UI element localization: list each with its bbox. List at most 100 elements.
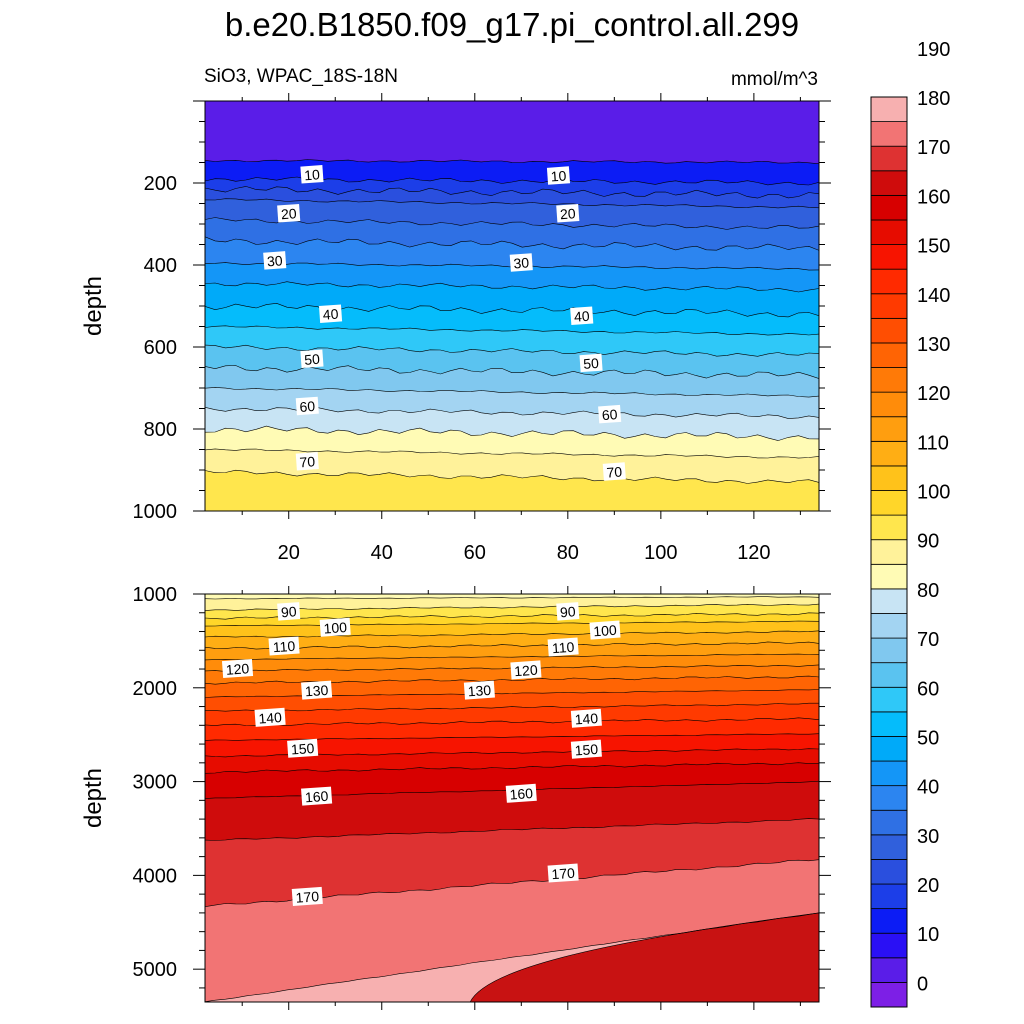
colorbar-box	[870, 96, 908, 122]
contour-label: 110	[268, 636, 300, 656]
colorbar-box	[870, 121, 908, 147]
contour-label-bg	[598, 404, 622, 424]
contour-label-bg	[602, 462, 626, 481]
colorbar-box	[870, 317, 908, 344]
colorbar-label: 150	[917, 236, 950, 258]
contour-label-bg	[300, 165, 324, 184]
contour-label-text: 90	[559, 603, 576, 620]
contour-line	[205, 159, 819, 165]
contour-label-bg	[509, 253, 533, 272]
contour-label: 160	[505, 783, 537, 803]
colorbar-label: 90	[917, 531, 939, 553]
colorbar-label: 40	[917, 777, 939, 799]
colorbar-label: 110	[917, 432, 949, 454]
contour-label-bg	[301, 680, 333, 700]
contour-label-text: 10	[550, 167, 567, 184]
colorbar-label: 60	[917, 678, 939, 700]
contour-label-bg	[505, 783, 537, 803]
colorbar-label: 0	[917, 973, 928, 995]
contour-line	[205, 630, 819, 638]
colorbar-box	[870, 932, 908, 959]
contour-label: 130	[301, 680, 333, 700]
contour-label: 110	[547, 637, 579, 657]
contour-label-text: 110	[272, 638, 296, 656]
contour-label-text: 150	[574, 741, 599, 759]
y-tick-label: 1000	[133, 584, 178, 606]
colorbar-label: 70	[917, 629, 939, 651]
contour-label-bg	[300, 349, 324, 369]
contour-line	[205, 302, 819, 318]
contour-label: 150	[287, 738, 319, 758]
contour-line	[205, 198, 819, 209]
contour-label-text: 70	[299, 453, 316, 470]
contour-label-text: 130	[467, 682, 492, 700]
contour-label-bg	[263, 251, 287, 270]
contour-label: 160	[301, 786, 333, 806]
contour-line	[205, 912, 819, 1002]
colorbar-box	[870, 711, 908, 737]
contour-label-text: 30	[513, 254, 530, 271]
colorbar-box	[870, 514, 908, 541]
contour-label: 60	[598, 404, 622, 424]
contour-label: 10	[546, 166, 571, 185]
contour-label-text: 170	[551, 865, 576, 883]
contour-label-bg	[277, 602, 301, 621]
contour-label-text: 100	[323, 619, 348, 637]
colorbar-box	[870, 440, 908, 467]
y-tick-label: 600	[144, 337, 177, 359]
colorbar-box	[870, 785, 908, 811]
contour-label-text: 40	[573, 308, 590, 325]
contour-label-text: 60	[299, 398, 316, 415]
contour-label-bg	[556, 204, 580, 223]
contour-line	[205, 762, 819, 774]
y-tick-label: 5000	[133, 959, 178, 981]
contour-label: 170	[547, 863, 579, 883]
contour-label-text: 140	[574, 710, 599, 728]
contour-line	[205, 236, 819, 251]
contour-line	[205, 425, 819, 441]
contour-label-bg	[546, 166, 571, 185]
colorbar: 0 10 20 30 40 50 60 70 80 90 100 110 120 130 140 150 160…	[870, 39, 950, 1008]
y-tick-label: 3000	[133, 772, 178, 794]
chart-title: b.e20.B1850.f09_g17.pi_control.all.299	[224, 6, 800, 43]
contour-label-text: 100	[593, 622, 618, 640]
colorbar-box	[870, 859, 908, 885]
contour-label-bg	[221, 659, 254, 679]
contour-label-text: 110	[551, 639, 575, 657]
colorbar-label: 20	[917, 875, 939, 897]
colorbar-box	[870, 834, 908, 860]
contour-label: 90	[556, 602, 580, 621]
contour-label-text: 140	[258, 709, 283, 727]
contour-label-text: 60	[601, 406, 618, 423]
contour-label: 170	[291, 886, 323, 906]
contour-line	[205, 603, 819, 611]
contour-label-text: 160	[509, 785, 534, 803]
contour-label-text: 40	[322, 306, 339, 323]
contour-label-bg	[556, 602, 580, 621]
contour-label: 140	[570, 708, 602, 728]
colorbar-box	[870, 637, 908, 664]
contour-line	[205, 217, 819, 230]
colorbar-label: 80	[917, 580, 939, 602]
contour-label-bg	[301, 786, 333, 806]
contour-label: 10	[300, 165, 324, 184]
contour-label-text: 170	[295, 888, 320, 906]
colorbar-box	[870, 563, 908, 590]
x-tick-label: 60	[464, 542, 486, 564]
colorbar-label: 170	[917, 137, 950, 159]
x-tick-label: 20	[278, 542, 300, 564]
contour-label-text: 120	[514, 662, 539, 680]
colorbar-box	[870, 613, 908, 639]
contour-line	[205, 448, 819, 459]
contour-line	[205, 186, 819, 199]
contour-line	[205, 596, 819, 600]
colorbar-box	[870, 416, 908, 442]
y-tick-label: 800	[144, 419, 177, 441]
contour-line	[205, 717, 819, 727]
x-tick-label: 100	[644, 542, 677, 564]
colorbar-box	[870, 293, 908, 319]
contour-label-bg	[254, 707, 286, 727]
contour-label: 70	[602, 462, 626, 481]
contour-label: 60	[295, 396, 319, 416]
colorbar-box	[870, 760, 908, 787]
